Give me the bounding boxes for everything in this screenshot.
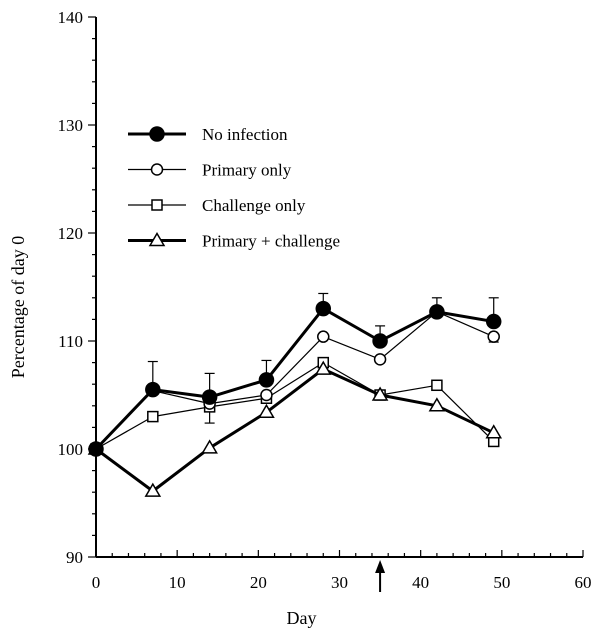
data-point xyxy=(314,360,332,375)
data-point xyxy=(147,410,159,423)
y-tick-label: 120 xyxy=(58,224,84,243)
series-no-infection xyxy=(88,292,502,457)
data-point xyxy=(371,386,389,401)
y-tick-label: 90 xyxy=(66,548,83,567)
legend-marker xyxy=(151,199,163,211)
legend-marker xyxy=(148,232,166,247)
x-tick-label: 60 xyxy=(575,573,592,592)
series-line xyxy=(95,367,495,493)
y-tick-label: 130 xyxy=(58,116,84,135)
x-tick-label: 50 xyxy=(493,573,510,592)
legend-label: No infection xyxy=(202,125,288,144)
x-tick-label: 20 xyxy=(250,573,267,592)
legend-marker xyxy=(149,126,165,142)
legend-item: Primary + challenge xyxy=(128,232,340,251)
axes: 0 10 20 30 40 50 60 90 100 110 120 130 140 xyxy=(58,8,592,592)
data-point xyxy=(373,353,387,366)
y-tick-label: 110 xyxy=(58,332,83,351)
legend: No infection Primary only Challenge only Pr… xyxy=(128,125,340,251)
data-point xyxy=(260,388,273,402)
arrow-annotation-head xyxy=(375,560,386,573)
x-tick-label: 0 xyxy=(92,573,101,592)
y-axis-title: Percentage of day 0 xyxy=(8,236,28,378)
legend-item: No infection xyxy=(128,125,288,144)
data-point xyxy=(315,300,332,317)
legend-item: Challenge only xyxy=(128,196,306,215)
data-point xyxy=(258,403,275,419)
data-point xyxy=(88,441,104,457)
legend-label: Challenge only xyxy=(202,196,306,215)
data-point xyxy=(145,381,161,398)
data-point xyxy=(201,439,218,454)
x-tick-label: 30 xyxy=(331,573,348,592)
series-primary-challenge xyxy=(87,360,503,497)
data-point xyxy=(429,304,445,320)
series-line xyxy=(94,307,494,451)
series-line xyxy=(95,311,494,450)
data-point xyxy=(317,330,330,343)
data-point xyxy=(144,482,162,497)
data-point xyxy=(485,424,503,439)
series-line xyxy=(95,362,495,450)
x-tick-label: 40 xyxy=(412,573,429,592)
data-point xyxy=(431,379,443,392)
x-axis-title: Day xyxy=(287,608,317,628)
data-point xyxy=(428,397,446,412)
data-point xyxy=(372,333,388,349)
data-point xyxy=(258,372,275,388)
data-point xyxy=(487,330,500,343)
y-tick-label: 100 xyxy=(58,440,84,459)
legend-marker xyxy=(150,163,164,176)
data-point xyxy=(201,389,218,405)
x-tick-label: 10 xyxy=(169,573,186,592)
legend-item: Primary only xyxy=(128,161,292,180)
legend-label: Primary only xyxy=(202,161,292,180)
data-point xyxy=(485,313,502,330)
y-tick-label: 140 xyxy=(58,8,84,27)
plot-area xyxy=(87,292,503,497)
legend-label: Primary + challenge xyxy=(202,232,340,251)
